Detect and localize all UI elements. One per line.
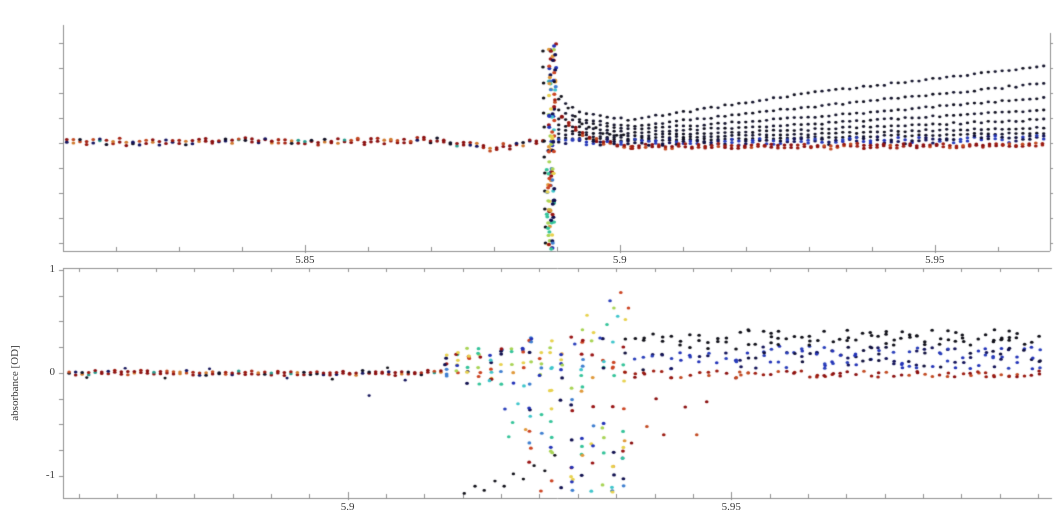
- y-axis-title: absorbance [OD]: [9, 345, 21, 421]
